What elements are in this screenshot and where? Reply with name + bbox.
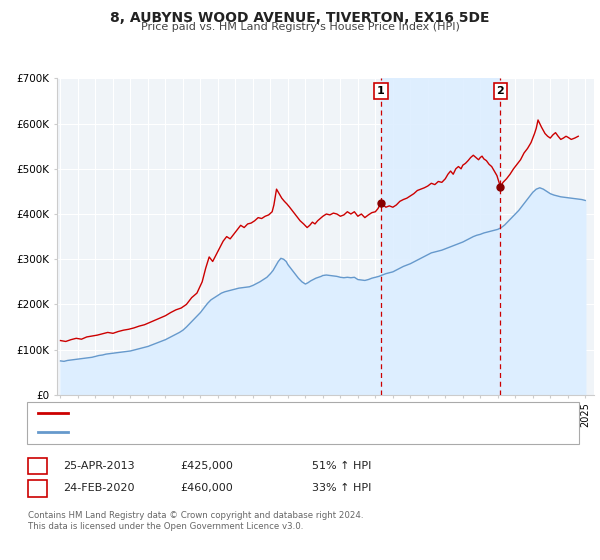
Text: HPI: Average price, detached house, Mid Devon: HPI: Average price, detached house, Mid … (74, 427, 311, 437)
Text: 33% ↑ HPI: 33% ↑ HPI (312, 483, 371, 493)
Text: 2: 2 (34, 483, 41, 493)
Text: £425,000: £425,000 (180, 461, 233, 471)
Text: Price paid vs. HM Land Registry's House Price Index (HPI): Price paid vs. HM Land Registry's House … (140, 22, 460, 32)
Text: 8, AUBYNS WOOD AVENUE, TIVERTON, EX16 5DE (detached house): 8, AUBYNS WOOD AVENUE, TIVERTON, EX16 5D… (74, 408, 409, 418)
Text: 8, AUBYNS WOOD AVENUE, TIVERTON, EX16 5DE: 8, AUBYNS WOOD AVENUE, TIVERTON, EX16 5D… (110, 11, 490, 25)
Text: 2: 2 (497, 86, 504, 96)
Bar (381, 78, 500, 395)
Text: 1: 1 (377, 86, 385, 96)
Text: This data is licensed under the Open Government Licence v3.0.: This data is licensed under the Open Gov… (28, 522, 303, 531)
Text: 25-APR-2013: 25-APR-2013 (63, 461, 134, 471)
Text: £460,000: £460,000 (180, 483, 233, 493)
Text: 51% ↑ HPI: 51% ↑ HPI (312, 461, 371, 471)
Text: Contains HM Land Registry data © Crown copyright and database right 2024.: Contains HM Land Registry data © Crown c… (28, 511, 363, 520)
Text: 1: 1 (34, 461, 41, 471)
Text: 24-FEB-2020: 24-FEB-2020 (63, 483, 134, 493)
